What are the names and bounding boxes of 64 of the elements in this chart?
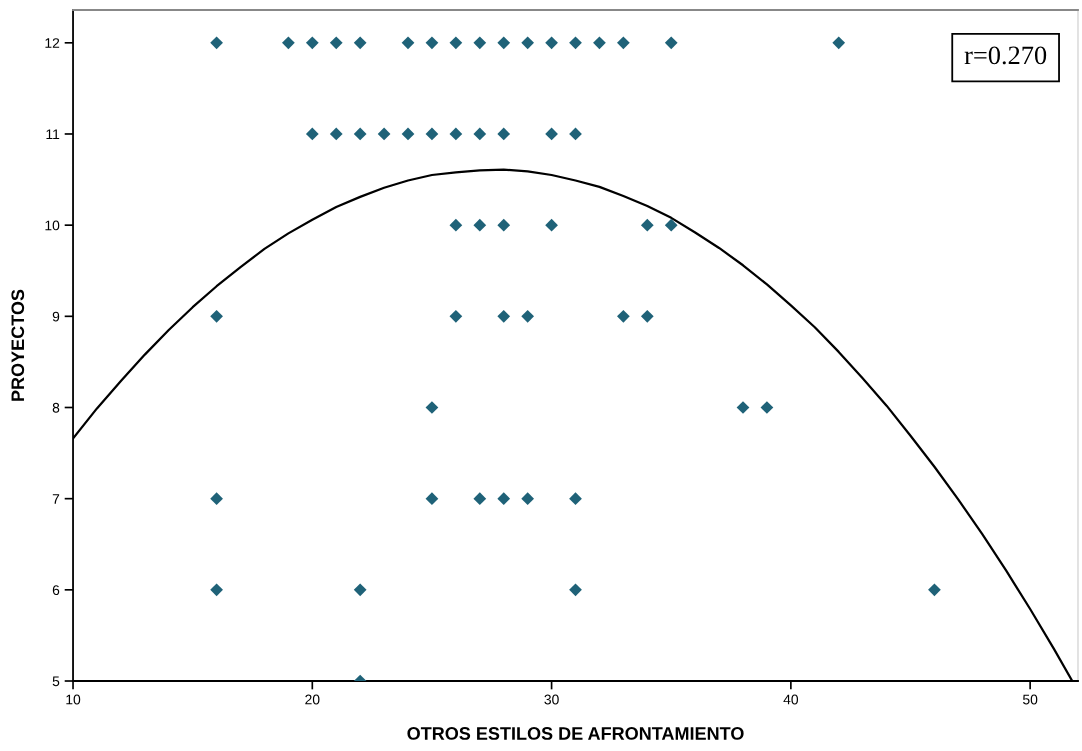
point <box>473 36 487 50</box>
point <box>377 127 391 141</box>
x-tick-label: 10 <box>66 694 81 705</box>
y-tick-label: 9 <box>52 311 60 322</box>
point <box>282 36 295 50</box>
point <box>353 583 367 597</box>
x-tick-label: 40 <box>783 694 799 705</box>
point <box>210 583 223 597</box>
point <box>521 309 535 323</box>
point <box>449 127 463 141</box>
point <box>473 492 487 506</box>
point <box>210 309 223 323</box>
point <box>497 492 511 506</box>
point <box>497 36 511 50</box>
point <box>640 218 654 232</box>
point <box>569 492 582 506</box>
point <box>497 127 511 141</box>
point <box>210 36 223 50</box>
x-tick-label: 30 <box>544 694 559 705</box>
point <box>497 309 511 323</box>
point <box>305 36 319 50</box>
point <box>425 36 439 50</box>
x-tick-label: 50 <box>1022 694 1038 705</box>
point <box>353 36 367 50</box>
point <box>353 127 367 141</box>
point <box>640 309 654 323</box>
point <box>569 583 582 597</box>
point <box>617 309 630 323</box>
y-tick-label: 7 <box>52 494 60 504</box>
point <box>832 36 846 50</box>
point <box>473 218 487 232</box>
point <box>664 36 678 50</box>
point <box>664 218 678 232</box>
point <box>449 309 463 323</box>
point <box>521 492 535 506</box>
x-axis-title: OTROS ESTILOS DE AFRONTAMIENTO <box>407 727 744 740</box>
point <box>521 36 535 50</box>
point <box>449 218 463 232</box>
y-tick-label: 5 <box>52 676 60 687</box>
point <box>617 36 630 50</box>
y-tick-label: 6 <box>52 585 60 596</box>
point <box>497 218 511 232</box>
y-tick-label: 11 <box>46 129 60 140</box>
point <box>425 492 439 506</box>
y-tick-label: 10 <box>45 220 60 231</box>
point <box>473 127 487 141</box>
point <box>401 127 415 141</box>
point <box>401 36 415 50</box>
annotation: r=0.270 <box>964 46 1047 65</box>
point <box>545 36 558 50</box>
x-tick-label: 20 <box>305 694 320 705</box>
point <box>425 127 439 141</box>
y-tick-label: 12 <box>45 38 60 48</box>
point <box>569 36 582 50</box>
y-tick-label: 8 <box>52 402 60 413</box>
point <box>329 36 343 50</box>
point <box>329 127 343 141</box>
y-axis-title: PROYECTOS <box>11 289 25 401</box>
point <box>305 127 319 141</box>
point <box>545 218 558 232</box>
point <box>928 583 941 597</box>
point <box>449 36 463 50</box>
point <box>593 36 606 50</box>
point <box>210 492 223 506</box>
